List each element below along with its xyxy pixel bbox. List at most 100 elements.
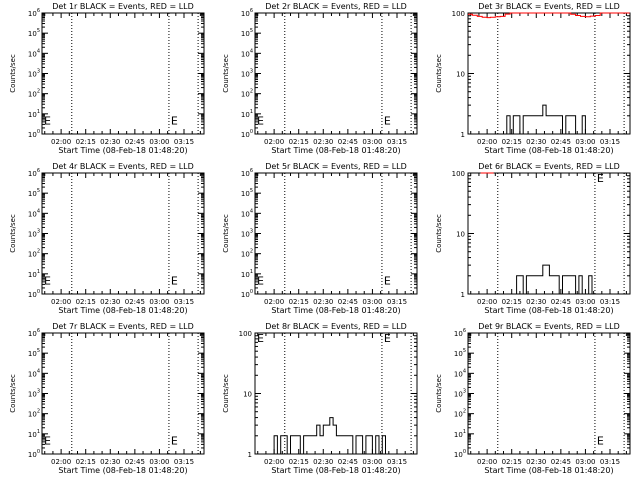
y-tick-label: 105 [241, 28, 253, 38]
y-tick-label: 1 [461, 291, 465, 299]
y-tick-label: 100 [452, 10, 465, 18]
panel-det-4r: Det 4r BLACK = Events, RED = LLD Counts/s… [9, 162, 205, 315]
y-axis-label: Counts/sec [435, 214, 443, 253]
x-tick-label: 02:30 [526, 458, 546, 466]
x-tick-label: 03:00 [149, 458, 169, 466]
x-tick-label: 02:15 [76, 138, 96, 146]
x-tick-label: 03:00 [575, 298, 595, 306]
y-tick-label: 105 [28, 188, 40, 198]
y-tick-label: 100 [28, 289, 40, 299]
x-tick-label: 02:45 [551, 458, 571, 466]
y-axis-label: Counts/sec [9, 374, 17, 413]
series-events-line [468, 104, 630, 135]
y-axis-label: Counts/sec [9, 54, 17, 93]
event-marker-e: E [384, 114, 391, 127]
y-tick-label: 102 [28, 249, 40, 259]
x-tick-label: 03:00 [149, 298, 169, 306]
x-tick-label: 02:30 [100, 458, 120, 466]
x-tick-label: 02:15 [502, 138, 522, 146]
x-tick-label: 02:00 [477, 458, 497, 466]
y-tick-label: 105 [454, 348, 466, 358]
series-lld-line [468, 12, 630, 19]
y-tick-label: 106 [241, 8, 253, 18]
event-marker-e: E [597, 434, 604, 447]
y-axis-label: Counts/sec [222, 54, 230, 93]
y-tick-label: 101 [28, 109, 40, 119]
x-tick-label: 02:15 [289, 298, 309, 306]
y-tick-label: 104 [241, 48, 253, 58]
y-tick-label: 106 [241, 168, 253, 178]
x-tick-label: 02:30 [526, 138, 546, 146]
y-axis-label: Counts/sec [9, 214, 17, 253]
x-tick-label: 02:45 [125, 458, 145, 466]
y-tick-label: 101 [28, 269, 40, 279]
event-marker-e: E [44, 274, 51, 287]
x-tick-label: 02:15 [502, 458, 522, 466]
x-tick-label: 03:00 [575, 138, 595, 146]
y-tick-label: 1 [461, 131, 465, 139]
y-tick-label: 100 [28, 449, 40, 459]
y-tick-label: 10 [456, 71, 465, 79]
y-tick-label: 105 [28, 348, 40, 358]
event-marker-e: E [257, 332, 264, 345]
panel-title: Det 7r BLACK = Events, RED = LLD [52, 322, 194, 331]
x-tick-label: 02:30 [313, 298, 333, 306]
y-tick-label: 102 [241, 249, 253, 259]
y-tick-label: 106 [28, 328, 40, 338]
x-tick-label: 03:15 [174, 298, 194, 306]
y-tick-label: 100 [241, 129, 253, 139]
x-tick-label: 02:00 [477, 138, 497, 146]
panel-det-3r: Det 3r BLACK = Events, RED = LLD Counts/s… [435, 2, 631, 155]
y-tick-label: 102 [28, 89, 40, 99]
plot-frame [41, 12, 205, 135]
y-tick-label: 100 [28, 129, 40, 139]
y-tick-label: 100 [452, 170, 465, 178]
event-marker-e: E [597, 172, 604, 185]
x-axis-label: Start Time (08-Feb-18 01:48:20) [58, 306, 187, 315]
y-tick-label: 103 [28, 389, 40, 399]
x-tick-label: 02:15 [502, 298, 522, 306]
panel-title: Det 3r BLACK = Events, RED = LLD [478, 2, 620, 11]
panel-title: Det 5r BLACK = Events, RED = LLD [265, 162, 407, 171]
x-tick-label: 02:00 [51, 458, 71, 466]
event-marker-e: E [257, 114, 264, 127]
event-marker-e: E [257, 274, 264, 287]
y-tick-label: 103 [28, 69, 40, 79]
y-axis-label: Counts/sec [435, 54, 443, 93]
series-events-line [468, 264, 630, 295]
x-tick-label: 03:15 [387, 298, 407, 306]
x-tick-label: 02:00 [51, 298, 71, 306]
panel-det-2r: Det 2r BLACK = Events, RED = LLD Counts/s… [222, 2, 418, 155]
y-tick-label: 10 [456, 231, 465, 239]
y-tick-label: 103 [241, 69, 253, 79]
event-marker-e: E [384, 332, 391, 345]
y-tick-label: 103 [28, 229, 40, 239]
y-tick-label: 104 [241, 208, 253, 218]
event-marker-e: E [171, 274, 178, 287]
panel-title: Det 6r BLACK = Events, RED = LLD [478, 162, 620, 171]
y-tick-label: 104 [28, 368, 40, 378]
event-marker-e: E [384, 274, 391, 287]
y-tick-label: 101 [241, 109, 253, 119]
y-tick-label: 106 [28, 8, 40, 18]
x-axis-label: Start Time (08-Feb-18 01:48:20) [58, 146, 187, 155]
plot-frame [467, 332, 631, 455]
y-axis-label: Counts/sec [222, 214, 230, 253]
y-tick-label: 10 [243, 391, 252, 399]
y-tick-label: 106 [454, 328, 466, 338]
x-axis-label: Start Time (08-Feb-18 01:48:20) [484, 146, 613, 155]
y-axis-label: Counts/sec [222, 374, 230, 413]
x-tick-label: 02:00 [264, 458, 284, 466]
x-tick-label: 02:30 [526, 298, 546, 306]
y-tick-label: 1 [248, 451, 252, 459]
y-tick-label: 102 [28, 409, 40, 419]
x-tick-label: 02:00 [264, 138, 284, 146]
y-tick-label: 105 [28, 28, 40, 38]
x-tick-label: 02:45 [338, 458, 358, 466]
x-tick-label: 02:45 [551, 138, 571, 146]
panel-title: Det 4r BLACK = Events, RED = LLD [52, 162, 194, 171]
plot-frame [41, 172, 205, 295]
panel-det-7r: Det 7r BLACK = Events, RED = LLD Counts/s… [9, 322, 205, 475]
y-tick-label: 101 [28, 429, 40, 439]
